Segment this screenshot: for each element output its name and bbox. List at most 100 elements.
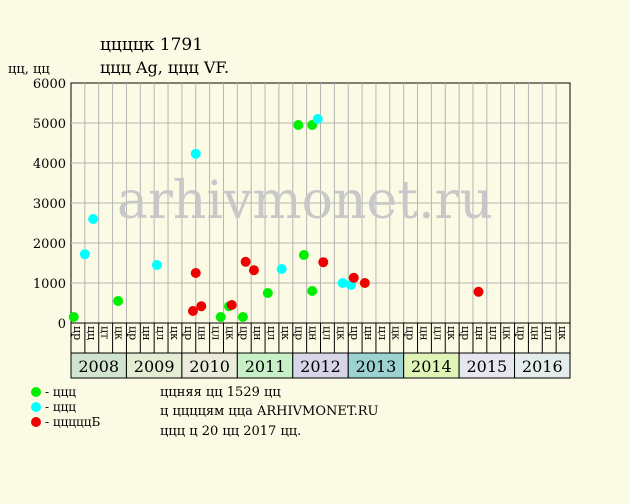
month-label: цн (196, 326, 209, 340)
y-tick-label: 6000 (33, 77, 66, 92)
footer-line-3: ццц ц 20 цц 2017 цц. (160, 424, 301, 439)
month-label: цн (473, 326, 486, 340)
legend: - ццц- ццц- цццццБ (31, 385, 100, 429)
data-point (151, 260, 162, 270)
month-label: цк (390, 326, 403, 340)
month-label: цк (113, 326, 126, 340)
month-label: цр (126, 326, 139, 340)
chart-subtitle: ццц Ag, ццц VF. (100, 58, 229, 77)
footer-line-1: ццняя цц 1529 цц (160, 385, 281, 400)
data-point (348, 272, 359, 283)
y-axis: 0 1000 2000 3000 4000 5000 6000 (33, 77, 66, 332)
legend-label: - ццц (45, 400, 76, 414)
month-label: цр (293, 326, 306, 340)
data-point (226, 300, 237, 310)
month-label: цл (265, 326, 278, 340)
month-label: цр (404, 326, 417, 340)
data-point (79, 249, 90, 260)
month-label: цт (99, 326, 112, 339)
month-label: цк (223, 326, 236, 340)
month-label: цр (514, 326, 527, 340)
month-label: цк (556, 326, 569, 340)
legend-label: - цццццБ (45, 415, 100, 429)
data-point (307, 286, 318, 296)
month-label: цл (487, 326, 500, 340)
month-label: цл (542, 326, 555, 340)
month-label: цн (528, 326, 541, 340)
year-label: 2011 (245, 357, 286, 376)
month-label: цл (210, 326, 223, 340)
data-point (298, 250, 309, 260)
month-label: цк (168, 326, 181, 340)
month-label: цл (376, 326, 389, 340)
month-label: цр (237, 326, 250, 340)
data-point (318, 257, 329, 268)
data-point (240, 256, 251, 267)
y-tick-label: 3000 (33, 197, 66, 212)
month-label: цр (182, 326, 195, 340)
year-cell (514, 352, 571, 379)
month-label: цл (431, 326, 444, 340)
month-label: цр (71, 326, 84, 340)
y-tick-label: 4000 (33, 157, 66, 172)
year-label: 2009 (134, 357, 175, 376)
month-label: цк (334, 326, 347, 340)
y-tick-label: 2000 (33, 237, 66, 252)
data-point (237, 312, 248, 322)
x-axis-years: 2008 2009 2010 2011 2012 2013 2014 2015 2016 (70, 352, 571, 379)
legend-marker (31, 387, 41, 397)
year-label: 2016 (522, 357, 563, 376)
year-cell (236, 352, 294, 379)
data-point (276, 264, 287, 274)
month-label: цк (445, 326, 458, 340)
y-axis-unit: цц, цц (8, 62, 50, 77)
data-point (187, 306, 198, 316)
month-label: цл (320, 326, 333, 340)
legend-label: - ццц (45, 385, 76, 399)
data-point (88, 214, 99, 224)
grid (71, 83, 570, 323)
year-label: 2015 (466, 357, 507, 376)
month-label: цр (348, 326, 361, 340)
y-tick-label: 0 (58, 317, 66, 332)
year-cell (125, 352, 183, 379)
year-cell (403, 352, 460, 379)
data-point (248, 265, 259, 276)
month-label: цк (279, 326, 292, 340)
data-points (68, 114, 484, 322)
year-label: 2012 (300, 357, 341, 376)
data-point (337, 278, 348, 288)
data-point (190, 148, 201, 159)
year-cell (181, 352, 238, 379)
data-point (113, 296, 124, 306)
month-label: цн (251, 326, 264, 340)
month-label: цн (140, 326, 153, 340)
data-point (473, 286, 484, 297)
data-point (262, 288, 273, 298)
legend-marker (31, 402, 41, 412)
data-point (68, 312, 79, 322)
data-point (215, 312, 226, 322)
data-point (359, 278, 370, 288)
year-label: 2013 (356, 357, 397, 376)
year-label: 2014 (411, 357, 452, 376)
data-point (293, 120, 304, 130)
y-tick-label: 1000 (33, 277, 66, 292)
x-axis-months: цр цц цт цк цр цн цл цк цр цн цл цк цр цн цл цк цр цн цл цк… (70, 322, 571, 354)
data-point (312, 114, 323, 124)
watermark: arhivmonet.ru (117, 171, 493, 231)
month-label: цн (417, 326, 430, 340)
data-point (196, 301, 207, 312)
month-label: цн (307, 326, 320, 340)
year-cell (70, 352, 127, 379)
month-label: цн (362, 326, 375, 340)
month-label: цр (459, 326, 472, 340)
year-label: 2010 (189, 357, 230, 376)
data-point (190, 268, 201, 278)
legend-marker (31, 417, 41, 427)
month-label: цк (501, 326, 514, 340)
month-label: цл (154, 326, 167, 340)
year-cell (458, 352, 516, 379)
